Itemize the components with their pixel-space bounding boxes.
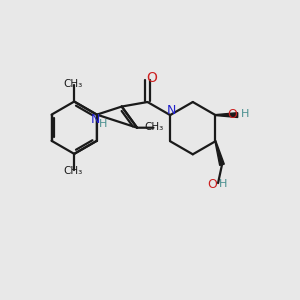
Text: CH₃: CH₃ xyxy=(145,122,164,131)
Text: H: H xyxy=(241,109,249,119)
Text: H: H xyxy=(99,119,108,129)
Text: N: N xyxy=(91,113,100,127)
Text: CH₃: CH₃ xyxy=(63,79,82,89)
Text: N: N xyxy=(166,104,176,117)
Text: O: O xyxy=(227,108,237,121)
Text: H: H xyxy=(219,179,227,189)
Text: O: O xyxy=(146,71,157,85)
Text: O: O xyxy=(207,178,217,191)
Text: CH₃: CH₃ xyxy=(63,167,82,176)
Polygon shape xyxy=(215,113,238,118)
Polygon shape xyxy=(215,141,224,165)
